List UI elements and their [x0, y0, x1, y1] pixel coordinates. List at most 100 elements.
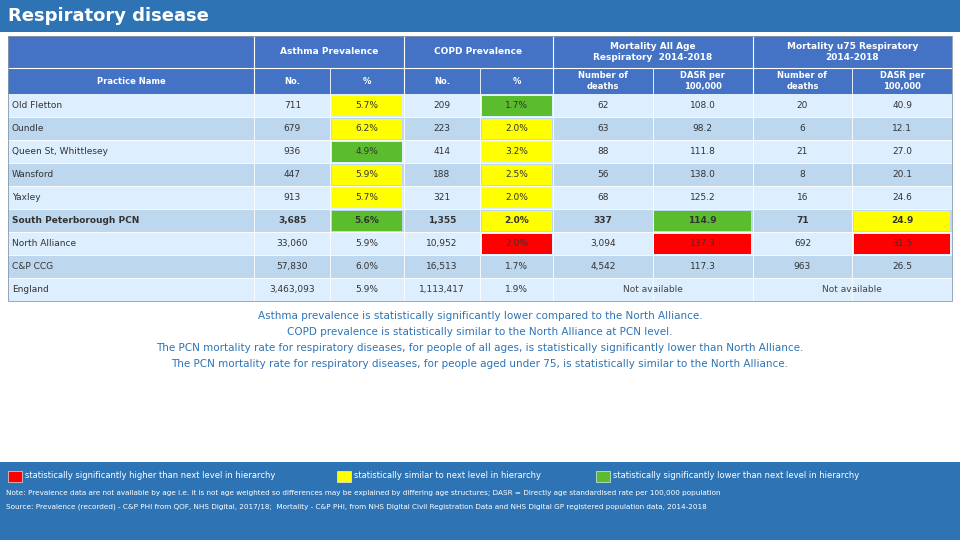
Text: Yaxley: Yaxley — [12, 193, 40, 202]
Text: statistically significantly higher than next level in hierarchy: statistically significantly higher than … — [25, 471, 276, 481]
Text: 26.5: 26.5 — [892, 262, 912, 271]
Bar — [8, 140, 952, 163]
Text: Number of
deaths: Number of deaths — [578, 71, 628, 91]
Text: 321: 321 — [433, 193, 450, 202]
Bar — [0, 0, 960, 32]
Bar — [332, 96, 402, 116]
Bar — [8, 36, 952, 301]
Bar — [8, 232, 952, 255]
Bar — [655, 233, 751, 253]
Text: DASR per
100,000: DASR per 100,000 — [879, 71, 924, 91]
Text: 5.7%: 5.7% — [355, 193, 378, 202]
Text: 16: 16 — [797, 193, 808, 202]
Text: 5.6%: 5.6% — [354, 216, 379, 225]
Text: 2.0%: 2.0% — [505, 193, 528, 202]
Text: 98.2: 98.2 — [693, 124, 713, 133]
Text: 56: 56 — [597, 170, 609, 179]
Bar — [596, 470, 610, 482]
Text: COPD Prevalence: COPD Prevalence — [435, 48, 522, 57]
Text: 33,060: 33,060 — [276, 239, 308, 248]
Text: 3,094: 3,094 — [590, 239, 616, 248]
Text: 137.3: 137.3 — [690, 239, 716, 248]
Text: %: % — [363, 77, 372, 85]
Text: 111.8: 111.8 — [690, 147, 716, 156]
Text: 24.9: 24.9 — [891, 216, 913, 225]
Bar — [8, 255, 952, 278]
Text: 2.5%: 2.5% — [505, 170, 528, 179]
Text: 62: 62 — [597, 101, 609, 110]
Text: 963: 963 — [794, 262, 811, 271]
Text: 3,685: 3,685 — [278, 216, 306, 225]
Text: Mortality All Age
Respiratory  2014-2018: Mortality All Age Respiratory 2014-2018 — [593, 42, 712, 62]
Text: 40.9: 40.9 — [892, 101, 912, 110]
Text: Not available: Not available — [623, 285, 683, 294]
Bar — [482, 141, 552, 161]
Text: Respiratory disease: Respiratory disease — [8, 7, 209, 25]
Text: Asthma Prevalence: Asthma Prevalence — [279, 48, 378, 57]
Bar — [8, 163, 952, 186]
Text: 63: 63 — [597, 124, 609, 133]
Text: No.: No. — [284, 77, 300, 85]
Text: 711: 711 — [284, 101, 301, 110]
Text: 679: 679 — [284, 124, 301, 133]
Text: statistically significantly lower than next level in hierarchy: statistically significantly lower than n… — [612, 471, 859, 481]
Text: Mortality u75 Respiratory
2014-2018: Mortality u75 Respiratory 2014-2018 — [786, 42, 918, 62]
Text: 4,542: 4,542 — [590, 262, 615, 271]
Bar — [8, 209, 952, 232]
Bar — [332, 141, 402, 161]
Text: 5.9%: 5.9% — [355, 239, 378, 248]
Text: 1,355: 1,355 — [428, 216, 456, 225]
Text: 1.7%: 1.7% — [505, 101, 528, 110]
Text: 4.9%: 4.9% — [356, 147, 378, 156]
Text: 6.0%: 6.0% — [355, 262, 378, 271]
Text: The PCN mortality rate for respiratory diseases, for people aged under 75, is st: The PCN mortality rate for respiratory d… — [172, 359, 788, 369]
Text: 936: 936 — [284, 147, 301, 156]
Bar — [482, 187, 552, 207]
Text: 337: 337 — [593, 216, 612, 225]
Text: 88: 88 — [597, 147, 609, 156]
Text: 57,830: 57,830 — [276, 262, 308, 271]
Bar — [8, 117, 952, 140]
Text: 2.0%: 2.0% — [505, 239, 528, 248]
Text: DASR per
100,000: DASR per 100,000 — [681, 71, 725, 91]
Bar — [853, 211, 950, 231]
Text: Asthma prevalence is statistically significantly lower compared to the North All: Asthma prevalence is statistically signi… — [257, 311, 703, 321]
Bar — [482, 96, 552, 116]
Text: 188: 188 — [433, 170, 450, 179]
Text: C&P CCG: C&P CCG — [12, 262, 53, 271]
Text: 68: 68 — [597, 193, 609, 202]
Text: 223: 223 — [433, 124, 450, 133]
Text: 692: 692 — [794, 239, 811, 248]
Text: 3,463,093: 3,463,093 — [270, 285, 315, 294]
Text: 27.0: 27.0 — [892, 147, 912, 156]
Text: 2.0%: 2.0% — [504, 216, 529, 225]
Bar — [332, 118, 402, 138]
Text: Source: Prevalence (recorded) - C&P PHI from QOF, NHS Digital, 2017/18;  Mortali: Source: Prevalence (recorded) - C&P PHI … — [6, 503, 707, 510]
Text: 20.1: 20.1 — [892, 170, 912, 179]
Text: COPD prevalence is statistically similar to the North Alliance at PCN level.: COPD prevalence is statistically similar… — [287, 327, 673, 337]
Text: The PCN mortality rate for respiratory diseases, for people of all ages, is stat: The PCN mortality rate for respiratory d… — [156, 343, 804, 353]
Text: Wansford: Wansford — [12, 170, 55, 179]
Text: 71: 71 — [796, 216, 808, 225]
Text: 31.5: 31.5 — [892, 239, 912, 248]
Bar — [482, 165, 552, 185]
Bar — [853, 233, 950, 253]
Bar — [8, 94, 952, 117]
Text: England: England — [12, 285, 49, 294]
Text: 125.2: 125.2 — [690, 193, 715, 202]
Bar — [482, 233, 552, 253]
Text: 10,952: 10,952 — [426, 239, 458, 248]
Bar — [8, 186, 952, 209]
Text: 5.7%: 5.7% — [355, 101, 378, 110]
Bar — [332, 211, 402, 231]
Text: 138.0: 138.0 — [690, 170, 716, 179]
Text: 209: 209 — [433, 101, 450, 110]
Text: 114.9: 114.9 — [688, 216, 717, 225]
Bar — [332, 165, 402, 185]
Text: 5.9%: 5.9% — [355, 285, 378, 294]
Text: 12.1: 12.1 — [892, 124, 912, 133]
Text: 24.6: 24.6 — [892, 193, 912, 202]
Text: %: % — [513, 77, 521, 85]
Bar — [8, 36, 952, 94]
Text: Note: Prevalence data are not available by age i.e. it is not age weighted so di: Note: Prevalence data are not available … — [6, 490, 721, 496]
